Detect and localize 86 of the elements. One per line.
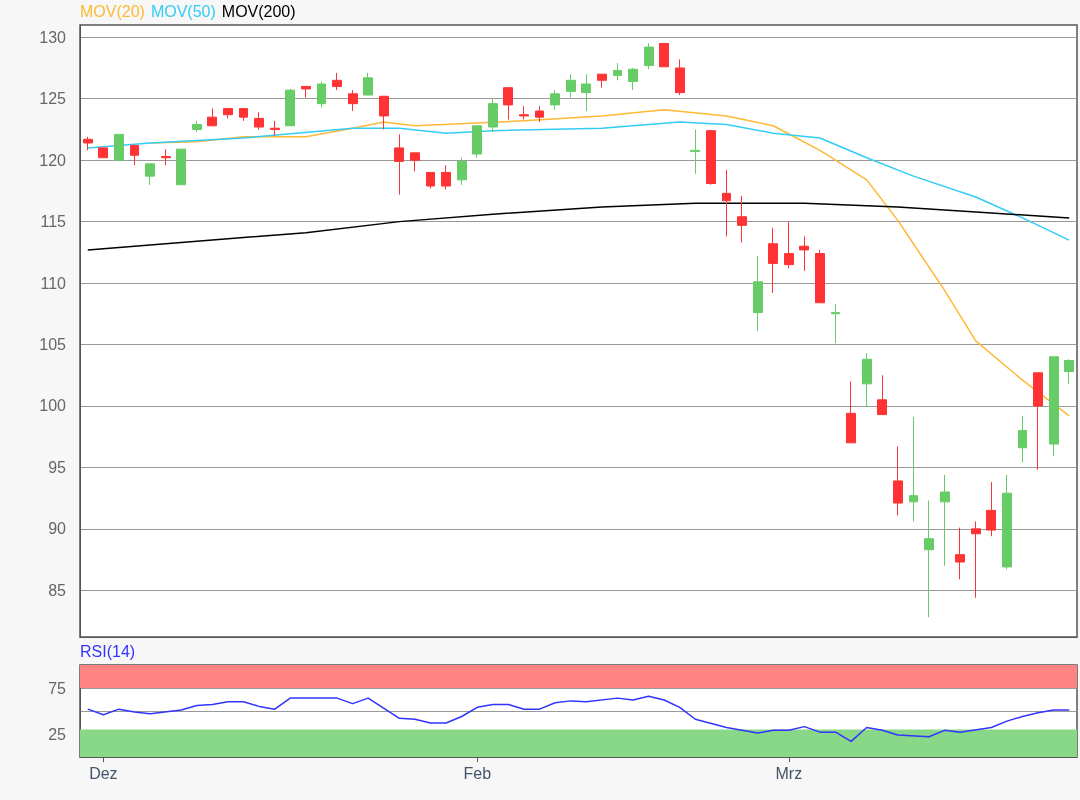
candlestick	[285, 88, 295, 127]
candlestick	[348, 89, 358, 112]
candlestick	[239, 108, 248, 122]
text: RSI(14)	[80, 642, 136, 660]
candlestick	[675, 58, 685, 96]
candlestick	[597, 73, 607, 89]
candlestick	[628, 67, 638, 91]
y-tick-label: 105	[39, 336, 67, 354]
text: MOV(50)	[150, 2, 216, 20]
candlestick	[363, 72, 373, 96]
candlestick	[737, 195, 747, 244]
y-tick-label: 95	[48, 458, 67, 476]
candlestick	[161, 148, 171, 166]
candlestick	[426, 171, 435, 189]
candlestick	[223, 108, 233, 119]
candlestick	[410, 152, 420, 172]
candlestick	[893, 446, 903, 516]
candlestick	[1049, 356, 1059, 457]
y-tick-label: 115	[40, 213, 67, 231]
y-tick-label: 110	[40, 274, 67, 292]
y-tick-label: 120	[39, 151, 67, 169]
candlestick	[644, 42, 654, 70]
candlestick	[940, 474, 950, 567]
candlestick	[535, 105, 544, 123]
candlestick	[1018, 415, 1027, 463]
y-tick-label: 100	[39, 397, 67, 415]
candlestick	[971, 520, 981, 599]
candlestick	[145, 163, 155, 186]
candlestick	[909, 416, 918, 522]
candlestick	[862, 352, 872, 407]
candlestick	[270, 120, 280, 137]
candlestick	[1002, 474, 1012, 570]
candlestick	[207, 108, 217, 127]
candlestick	[1033, 372, 1043, 471]
text: MOV(20)	[80, 2, 145, 20]
y-tick-label: 75	[48, 679, 67, 697]
y-tick-label: 130	[39, 28, 67, 46]
line-series	[87, 121, 1070, 241]
candlestick	[1064, 358, 1074, 385]
candlestick	[114, 133, 124, 161]
candlestick	[176, 148, 186, 186]
candlestick	[831, 303, 840, 344]
candlestick	[986, 481, 996, 537]
candlestick	[301, 85, 311, 99]
y-tick-label: 125	[39, 90, 67, 108]
candlestick	[519, 105, 529, 121]
candlestick	[566, 73, 576, 99]
candlestick	[768, 227, 778, 294]
candlestick	[753, 255, 763, 332]
candlestick	[379, 95, 389, 130]
candlestick	[877, 374, 887, 416]
line-series	[87, 695, 1070, 743]
candlestick	[457, 157, 467, 186]
candlestick	[722, 169, 731, 237]
text: MOV(200)	[221, 2, 296, 20]
candlestick	[394, 133, 404, 196]
candlestick	[98, 147, 108, 159]
candlestick	[581, 73, 591, 112]
candlestick	[924, 500, 934, 618]
y-tick-label: 90	[48, 520, 67, 538]
candlestick	[784, 221, 794, 269]
x-tick-label: Mrz	[775, 764, 803, 782]
x-tick-label: Dez	[89, 764, 118, 782]
candlestick	[659, 42, 669, 68]
candlestick	[846, 380, 856, 444]
candlestick	[192, 120, 202, 133]
candlestick	[254, 111, 264, 130]
y-tick-label: 25	[48, 725, 67, 743]
candlestick	[130, 144, 139, 166]
candlestick	[706, 130, 716, 186]
candlestick	[799, 235, 809, 272]
line-series	[87, 202, 1070, 251]
candlestick	[955, 527, 965, 580]
candlestick	[488, 98, 498, 133]
candlestick	[332, 72, 342, 91]
candlestick	[317, 81, 326, 108]
candlestick	[815, 249, 825, 304]
candlestick	[83, 136, 93, 151]
x-tick-label: Feb	[463, 764, 492, 782]
candlestick	[550, 89, 560, 111]
candlestick	[441, 164, 451, 191]
candlestick	[472, 125, 482, 159]
candlestick	[503, 87, 513, 121]
candlestick	[690, 128, 700, 175]
y-tick-label: 85	[48, 581, 67, 599]
candlestick	[613, 62, 622, 81]
